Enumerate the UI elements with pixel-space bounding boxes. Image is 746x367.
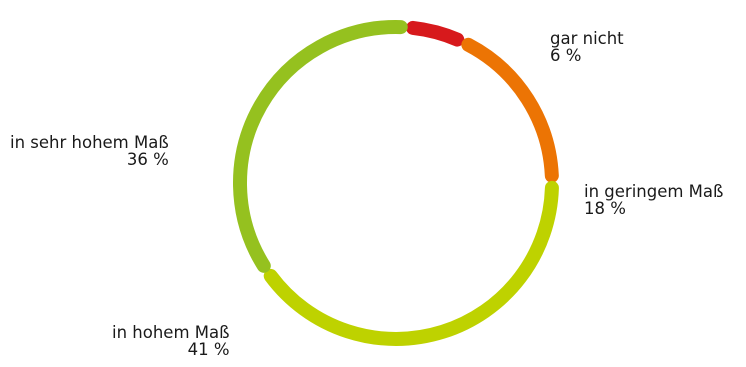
slice-value-in-hohem-mass: 41 % <box>187 340 230 359</box>
slice-name-in-sehr-hohem-mass: in sehr hohem Maß <box>10 133 169 152</box>
donut-segment-in-geringem-mass <box>461 37 559 183</box>
slice-label-in-sehr-hohem-mass: in sehr hohem Maß 36 % <box>10 134 169 168</box>
slice-name-in-hohem-mass: in hohem Maß <box>112 323 230 342</box>
slice-name-in-geringem-mass: in geringem Maß <box>584 182 724 201</box>
slice-label-gar-nicht: gar nicht 6 % <box>550 30 624 64</box>
slice-value-gar-nicht: 6 % <box>550 46 582 65</box>
slice-label-in-hohem-mass: in hohem Maß 41 % <box>112 324 230 358</box>
donut-segment-in-hohem-mass <box>263 180 559 346</box>
slice-label-in-geringem-mass: in geringem Maß 18 % <box>584 183 723 217</box>
donut-segment-in-sehr-hohem-mass <box>233 20 408 273</box>
donut-segment-gar-nicht <box>405 20 465 47</box>
slice-value-in-geringem-mass: 18 % <box>584 199 626 218</box>
slice-name-gar-nicht: gar nicht <box>550 29 624 48</box>
slice-value-in-sehr-hohem-mass: 36 % <box>126 150 169 169</box>
